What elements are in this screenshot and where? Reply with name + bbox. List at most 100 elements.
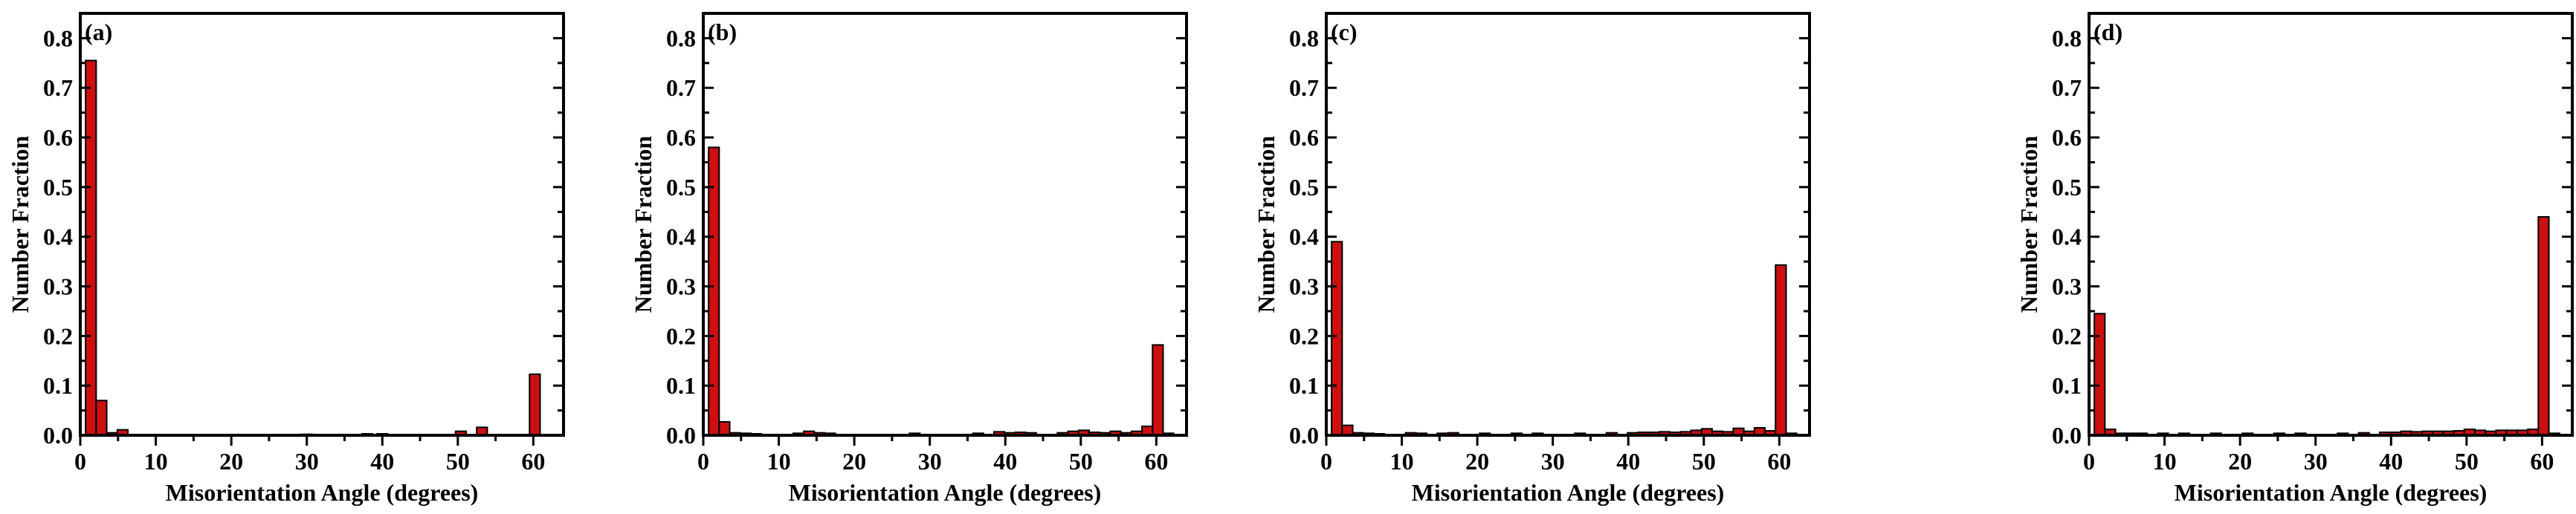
y-tick-label: 0.2	[1289, 322, 1319, 349]
y-tick-label: 0.8	[43, 25, 73, 51]
plot-frame	[702, 12, 1188, 437]
y-tick-label: 0.8	[2052, 25, 2082, 51]
x-tick-label: 50	[2455, 448, 2479, 475]
y-tick-label: 0.4	[666, 224, 696, 250]
y-tick-label: 0.5	[1289, 174, 1319, 201]
y-tick-label: 0.1	[43, 372, 73, 399]
x-tick-label: 50	[1069, 448, 1093, 475]
x-tick-label: 30	[2304, 448, 2328, 475]
bar	[2094, 313, 2106, 436]
x-tick-label: 10	[144, 448, 168, 475]
y-tick-label: 0.8	[666, 25, 696, 51]
y-tick-label: 0.1	[1289, 372, 1319, 399]
y-tick-label: 0.4	[2052, 224, 2082, 250]
x-tick-label: 50	[446, 448, 470, 475]
y-tick-label: 0.2	[2052, 322, 2082, 349]
y-tick-label: 0.8	[1289, 25, 1319, 51]
x-axis-label: Misorientation Angle (degrees)	[2175, 479, 2488, 506]
bar	[708, 146, 720, 436]
bar-series	[1331, 241, 1798, 437]
panel-label: (c)	[1331, 19, 1358, 45]
y-tick-label: 0.3	[666, 273, 696, 300]
x-tick-label: 20	[842, 448, 866, 475]
chart-panel-1: 0.0 0.1 0.2 0.3 0.4 0.5 0.6 0.7 0.8 0 10 20 30 40 50 60…	[7, 12, 565, 506]
x-tick-label: 60	[1767, 448, 1791, 475]
y-tick-label: 0.7	[2052, 74, 2082, 101]
y-axis-label: Number Fraction	[2015, 136, 2042, 313]
bar	[1331, 241, 1343, 436]
y-tick-label: 0.6	[2052, 124, 2082, 151]
y-tick-label: 0.3	[1289, 273, 1319, 300]
x-tick-label: 10	[767, 448, 791, 475]
plot-frame	[1325, 12, 1811, 437]
x-axis-label: Misorientation Angle (degrees)	[166, 479, 479, 506]
y-tick-label: 0.5	[2052, 174, 2082, 201]
x-tick-label: 40	[993, 448, 1017, 475]
x-tick-label: 30	[1541, 448, 1565, 475]
y-tick-label: 0.5	[666, 174, 696, 201]
x-tick-label: 60	[1144, 448, 1168, 475]
y-tick-label: 0.0	[2052, 422, 2082, 449]
x-tick-label: 30	[295, 448, 319, 475]
bar	[529, 373, 541, 436]
x-tick-label: 20	[219, 448, 243, 475]
panel-label: (a)	[85, 19, 112, 45]
y-tick-label: 0.3	[43, 273, 73, 300]
plot-frame	[79, 12, 565, 437]
x-tick-label: 50	[1692, 448, 1716, 475]
y-tick-label: 0.3	[2052, 273, 2082, 300]
x-tick-label: 0	[74, 448, 86, 475]
y-tick-label: 0.7	[1289, 74, 1319, 101]
y-tick-label: 0.1	[2052, 372, 2082, 399]
y-tick-label: 0.6	[43, 124, 73, 151]
chart-panel-4: 0.0 0.1 0.2 0.3 0.4 0.5 0.6 0.7 0.8 0 10 20 30 40 50 60…	[2015, 12, 2574, 506]
bar	[95, 400, 108, 436]
x-tick-label: 40	[2379, 448, 2403, 475]
plot-frame	[2088, 12, 2574, 437]
y-tick-label: 0.5	[43, 174, 73, 201]
bar-series	[2094, 215, 2560, 437]
bar-series	[708, 146, 1175, 437]
chart-panel-3: 0.0 0.1 0.2 0.3 0.4 0.5 0.6 0.7 0.8 0 10 20 30 40 50 60…	[1253, 12, 1811, 506]
y-axis-label: Number Fraction	[1253, 136, 1279, 313]
y-tick-label: 0.0	[666, 422, 696, 449]
x-tick-label: 0	[697, 448, 709, 475]
y-tick-label: 0.4	[1289, 224, 1319, 250]
x-tick-label: 20	[2228, 448, 2252, 475]
x-tick-label: 10	[2153, 448, 2177, 475]
bar-series	[85, 59, 541, 437]
y-tick-label: 0.6	[666, 124, 696, 151]
y-tick-label: 0.1	[666, 372, 696, 399]
x-tick-label: 30	[918, 448, 942, 475]
bar	[85, 59, 97, 436]
y-tick-label: 0.2	[43, 322, 73, 349]
y-tick-label: 0.2	[666, 322, 696, 349]
x-tick-label: 40	[370, 448, 394, 475]
y-tick-label: 0.7	[666, 74, 696, 101]
panel-label: (b)	[708, 19, 737, 45]
x-tick-label: 60	[2530, 448, 2554, 475]
x-tick-label: 40	[1616, 448, 1640, 475]
y-tick-label: 0.0	[43, 422, 73, 449]
bar	[1341, 424, 1354, 437]
y-axis-label: Number Fraction	[630, 136, 656, 313]
x-axis-label: Misorientation Angle (degrees)	[789, 479, 1102, 506]
x-tick-label: 0	[1320, 448, 1332, 475]
y-tick-label: 0.6	[1289, 124, 1319, 151]
y-tick-label: 0.0	[1289, 422, 1319, 449]
bar	[1775, 264, 1787, 436]
bar	[1152, 344, 1164, 437]
bar	[718, 420, 731, 437]
chart-panel-2: 0.0 0.1 0.2 0.3 0.4 0.5 0.6 0.7 0.8 0 10 20 30 40 50 60…	[630, 12, 1188, 506]
x-tick-label: 20	[1465, 448, 1489, 475]
x-tick-label: 10	[1390, 448, 1414, 475]
y-tick-label: 0.7	[43, 74, 73, 101]
x-tick-label: 0	[2083, 448, 2095, 475]
x-tick-label: 60	[521, 448, 545, 475]
y-axis-label: Number Fraction	[7, 136, 33, 313]
y-tick-label: 0.4	[43, 224, 73, 250]
x-axis-label: Misorientation Angle (degrees)	[1412, 479, 1725, 506]
bar	[2537, 215, 2550, 436]
panel-label: (d)	[2094, 19, 2123, 45]
